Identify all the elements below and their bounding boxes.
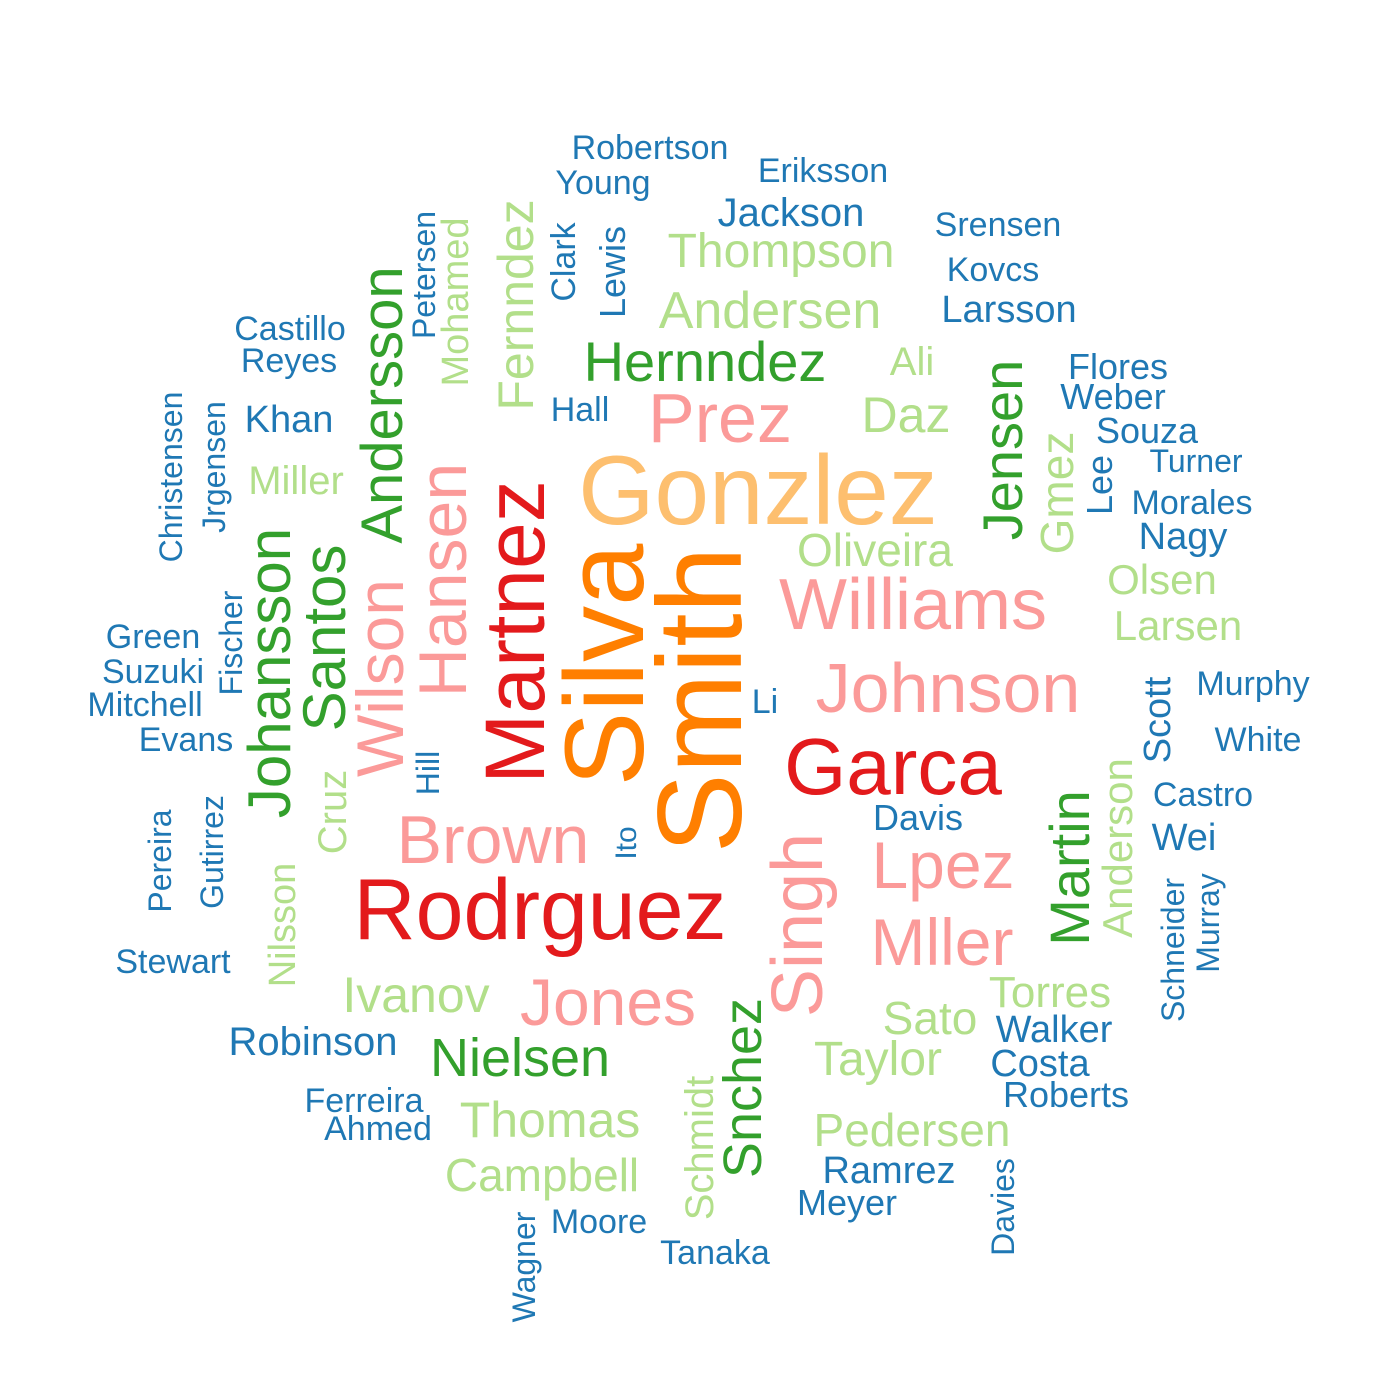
- word: Andersson: [350, 266, 415, 544]
- word: Weber: [1060, 376, 1166, 417]
- word: Tanaka: [660, 1234, 770, 1272]
- word: Prez: [648, 379, 792, 457]
- word: Pereira: [142, 809, 178, 913]
- word: Evans: [138, 721, 234, 759]
- word: Hansen: [405, 462, 481, 698]
- word: Eriksson: [757, 152, 889, 190]
- word: Rodrguez: [353, 862, 727, 958]
- word: Ferreira: [304, 1082, 424, 1120]
- word: Li: [751, 683, 779, 721]
- word: Lewis: [592, 225, 633, 319]
- word: Robinson: [228, 1020, 398, 1064]
- word: Anderson: [1094, 758, 1141, 938]
- word: Singh: [758, 832, 838, 1018]
- word: Flores: [1067, 346, 1169, 387]
- word: Wei: [1151, 817, 1217, 859]
- word: Jones: [519, 965, 697, 1039]
- word: Srensen: [934, 206, 1062, 244]
- word: Nilsson: [262, 862, 304, 988]
- word: Schmidt: [678, 1075, 722, 1221]
- word: Johnson: [815, 649, 1081, 727]
- word: Young: [555, 164, 651, 202]
- word: Larsen: [1113, 602, 1243, 649]
- word: Ramrez: [822, 1150, 956, 1192]
- word: Brown: [396, 802, 590, 878]
- word: Sato: [882, 992, 978, 1044]
- word: Davies: [985, 1158, 1021, 1256]
- word: Martnez: [468, 480, 562, 784]
- word: Williams: [779, 565, 1047, 645]
- word: Ivanov: [342, 967, 490, 1023]
- word: Gmez: [1031, 431, 1083, 555]
- word: Reyes: [240, 342, 338, 380]
- word: Stewart: [115, 943, 231, 981]
- word: Thompson: [667, 225, 895, 278]
- word: Mohamed: [435, 217, 477, 387]
- word: Cruz: [311, 769, 355, 855]
- word: Martin: [1038, 790, 1101, 946]
- word: Lee: [1079, 454, 1120, 516]
- word: Hall: [550, 391, 610, 429]
- word: Davis: [872, 797, 964, 838]
- word: Jensen: [971, 359, 1034, 541]
- word: Nielsen: [429, 1028, 611, 1088]
- word: Andersen: [658, 282, 882, 340]
- word: Turner: [1149, 443, 1243, 479]
- word: Suzuki: [101, 653, 205, 691]
- word: Ahmed: [324, 1110, 432, 1148]
- word: Kovcs: [946, 251, 1040, 289]
- word: Castro: [1152, 776, 1254, 814]
- word: Miller: [248, 459, 344, 503]
- word: Morales: [1131, 484, 1253, 522]
- word: Gutirrez: [194, 795, 230, 909]
- word: Moore: [550, 1203, 648, 1241]
- word: Scott: [1137, 676, 1179, 764]
- word: White: [1214, 721, 1302, 759]
- word: Green: [105, 618, 201, 656]
- word: Larsson: [941, 289, 1077, 331]
- word: Fernndez: [488, 199, 544, 411]
- word: Souza: [1095, 410, 1199, 451]
- word: Snchez: [713, 997, 773, 1179]
- word: Ito: [610, 826, 643, 860]
- word: Mitchell: [87, 686, 203, 724]
- word: Castillo: [234, 310, 346, 348]
- word: Olsen: [1107, 556, 1217, 603]
- word: Murray: [1190, 873, 1226, 973]
- word: Mller: [870, 905, 1014, 979]
- word: Oliveira: [797, 524, 953, 576]
- word: Petersen: [406, 210, 442, 340]
- word: Khan: [244, 399, 334, 441]
- word: Hill: [410, 750, 446, 796]
- word: Fischer: [213, 590, 249, 696]
- word: Walker: [995, 1009, 1113, 1051]
- word: Santos: [291, 544, 358, 732]
- word: Jrgensen: [196, 401, 232, 533]
- word: Costa: [990, 1043, 1090, 1085]
- word: Christensen: [153, 391, 189, 563]
- word: Robertson: [571, 129, 729, 167]
- word: Hernndez: [583, 330, 827, 393]
- word: Daz: [861, 387, 951, 443]
- word: Pedersen: [813, 1104, 1011, 1156]
- word: Gonzlez: [578, 435, 938, 545]
- word: Torres: [988, 968, 1112, 1017]
- word: Ali: [889, 340, 935, 384]
- word: Meyer: [796, 1182, 898, 1223]
- word: Murphy: [1196, 665, 1310, 703]
- word: Roberts: [1002, 1074, 1130, 1115]
- word: Garca: [784, 722, 1002, 811]
- word: Clark: [545, 222, 583, 302]
- word: Thomas: [459, 1092, 641, 1148]
- word: Campbell: [444, 1149, 640, 1201]
- word: Schneider: [1155, 877, 1191, 1023]
- word: Lpez: [871, 828, 1015, 902]
- word: Jackson: [717, 191, 865, 235]
- word: Taylor: [813, 1033, 943, 1086]
- word: Nagy: [1138, 516, 1228, 558]
- word: Wagner: [506, 1211, 542, 1323]
- word: Silva: [542, 543, 667, 787]
